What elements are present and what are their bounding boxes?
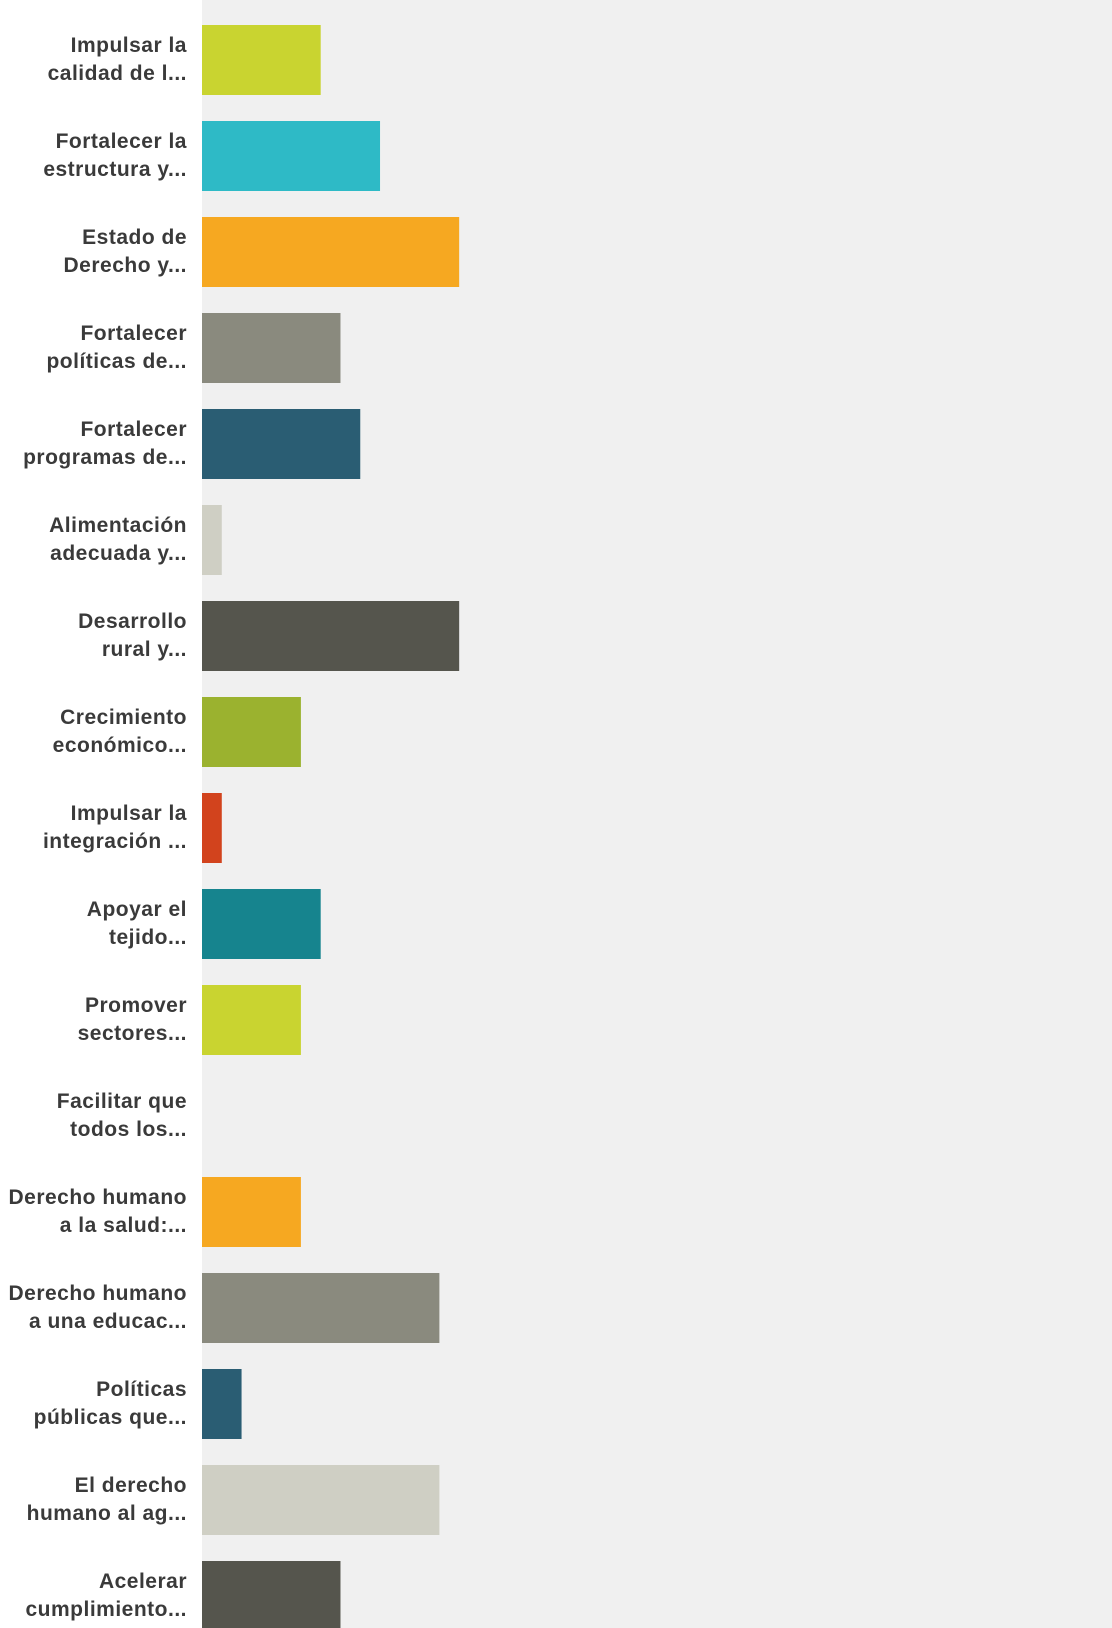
category-label-5: Fortalecer programas de... — [23, 418, 187, 469]
category-label-line: sectores... — [78, 1022, 187, 1045]
category-label-line: tejido... — [109, 926, 187, 949]
category-label-line: Fortalecer — [80, 322, 187, 345]
category-label-line: Desarrollo — [78, 610, 187, 633]
category-label-line: públicas que... — [34, 1406, 187, 1429]
category-label-4: Fortalecer políticas de... — [46, 322, 187, 373]
category-label-line: Facilitar que — [57, 1090, 187, 1113]
category-label-line: todos los... — [70, 1118, 187, 1141]
category-label-line: El derecho — [75, 1474, 187, 1497]
category-label-line: estructura y... — [43, 158, 187, 181]
bar-11 — [202, 985, 301, 1055]
category-label-2: Fortalecer la estructura y... — [43, 130, 187, 181]
category-label-12: Facilitar que todos los... — [57, 1090, 187, 1141]
category-label-line: integración ... — [43, 830, 187, 853]
category-label-line: Impulsar la — [71, 802, 187, 825]
category-label-line: Derecho y... — [64, 254, 188, 277]
category-label-16: El derecho humano al ag... — [27, 1474, 187, 1525]
category-labels-group: Impulsar la calidad de l... Fortalecer la e… — [8, 34, 188, 1621]
category-label-line: Políticas — [96, 1378, 187, 1401]
bar-2 — [202, 121, 381, 191]
bar-10 — [202, 889, 321, 959]
category-label-15: Políticas públicas que... — [34, 1378, 187, 1429]
category-label-8: Crecimiento económico... — [53, 706, 187, 757]
category-label-6: Alimentación adecuada y... — [49, 514, 187, 565]
category-label-line: Impulsar la — [71, 34, 187, 57]
category-label-line: a una educac... — [29, 1310, 187, 1333]
bar-8 — [202, 697, 301, 767]
category-label-line: Apoyar el — [87, 898, 187, 921]
bar-15 — [202, 1369, 242, 1439]
category-label-line: Derecho humano — [8, 1186, 187, 1209]
category-label-14: Derecho humano a una educac... — [8, 1282, 187, 1333]
category-label-line: Fortalecer la — [56, 130, 187, 153]
category-label-line: Derecho humano — [8, 1282, 187, 1305]
bar-14 — [202, 1273, 440, 1343]
category-label-9: Impulsar la integración ... — [43, 802, 187, 853]
bar-5 — [202, 409, 361, 479]
category-label-13: Derecho humano a la salud:... — [8, 1186, 187, 1237]
category-label-line: programas de... — [23, 446, 187, 469]
category-label-line: calidad de l... — [48, 62, 187, 85]
category-label-line: Alimentación — [49, 514, 187, 537]
bar-9 — [202, 793, 222, 863]
category-label-line: Estado de — [82, 226, 187, 249]
category-label-line: políticas de... — [46, 350, 187, 373]
bar-4 — [202, 313, 341, 383]
bar-7 — [202, 601, 460, 671]
bar-6 — [202, 505, 222, 575]
bar-16 — [202, 1465, 440, 1535]
category-label-line: a la salud:... — [60, 1214, 187, 1237]
category-label-3: Estado de Derecho y... — [64, 226, 188, 277]
bar-17 — [202, 1561, 341, 1628]
category-label-10: Apoyar el tejido... — [87, 898, 187, 949]
category-label-line: Fortalecer — [80, 418, 187, 441]
category-label-line: Acelerar — [99, 1570, 187, 1593]
category-label-11: Promover sectores... — [78, 994, 187, 1045]
bar-1 — [202, 25, 321, 95]
category-label-line: adecuada y... — [50, 542, 187, 565]
category-label-17: Acelerar cumplimiento... — [25, 1570, 187, 1621]
category-label-7: Desarrollo rural y... — [78, 610, 187, 661]
bars-group — [202, 25, 460, 1628]
category-label-line: humano al ag... — [27, 1502, 187, 1525]
category-label-line: Promover — [85, 994, 187, 1017]
category-label-1: Impulsar la calidad de l... — [48, 34, 187, 85]
bar-3 — [202, 217, 460, 287]
category-label-line: económico... — [53, 734, 187, 757]
category-label-line: rural y... — [102, 638, 187, 661]
category-label-line: cumplimiento... — [25, 1598, 187, 1621]
category-label-line: Crecimiento — [60, 706, 187, 729]
bar-13 — [202, 1177, 301, 1247]
